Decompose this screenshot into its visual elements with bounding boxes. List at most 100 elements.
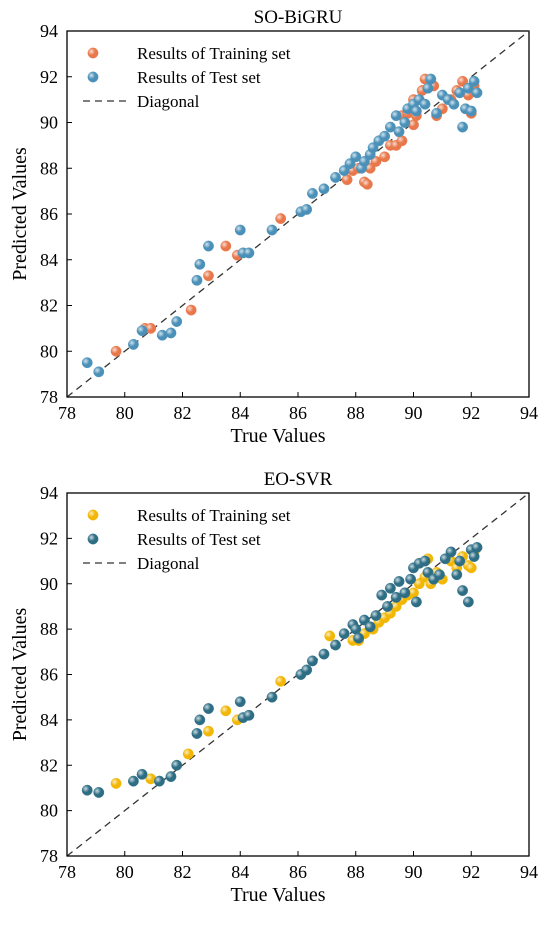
data-point [419, 555, 431, 567]
data-point [379, 151, 391, 163]
legend-marker [87, 509, 99, 521]
y-axis-label: Predicted Values [9, 147, 31, 281]
x-tick-label: 92 [462, 403, 480, 423]
y-tick-label: 92 [40, 67, 58, 87]
data-point [396, 135, 408, 147]
data-point [324, 630, 336, 642]
data-point [307, 188, 318, 199]
data-point [405, 573, 417, 585]
data-point [194, 258, 206, 270]
data-point [128, 775, 139, 787]
data-point [171, 316, 183, 327]
y-tick-label: 88 [40, 158, 58, 178]
y-axis-label: Predicted Values [9, 608, 31, 742]
legend-label: Diagonal [137, 92, 200, 111]
data-point [194, 714, 206, 726]
data-point [266, 224, 278, 236]
legend-label: Results of Training set [137, 506, 291, 525]
data-point [165, 771, 177, 782]
data-point [136, 325, 148, 337]
y-tick-label: 94 [40, 21, 58, 41]
y-tick-label: 90 [40, 113, 58, 133]
data-point [171, 759, 183, 771]
data-point [361, 178, 373, 190]
data-point [275, 675, 287, 687]
y-tick-label: 90 [40, 574, 58, 594]
series-test [81, 542, 483, 798]
data-point [220, 705, 232, 717]
data-point [376, 589, 388, 601]
data-point [370, 610, 382, 621]
data-point [431, 107, 442, 119]
data-point [462, 596, 474, 608]
x-tick-label: 90 [405, 862, 423, 882]
data-point [465, 105, 477, 117]
data-point [454, 87, 466, 99]
legend-label: Diagonal [137, 554, 200, 573]
data-point [182, 748, 194, 760]
data-point [451, 569, 463, 581]
x-tick-label: 80 [116, 862, 134, 882]
data-point [419, 98, 431, 110]
y-tick-label: 88 [40, 619, 58, 639]
x-tick-label: 92 [462, 862, 480, 882]
data-point [185, 304, 197, 316]
y-tick-label: 78 [40, 846, 58, 866]
data-point [350, 151, 362, 163]
x-tick-label: 82 [174, 403, 192, 423]
y-tick-label: 82 [40, 296, 58, 316]
data-point [318, 648, 330, 660]
x-tick-label: 88 [347, 862, 365, 882]
data-point [445, 546, 457, 558]
chart-title: EO-SVR [264, 469, 333, 490]
data-point [275, 213, 287, 224]
data-point [110, 345, 122, 357]
data-point [468, 75, 480, 87]
data-point [165, 327, 177, 339]
legend: Results of Training set Results of Test s… [83, 44, 291, 111]
data-point [153, 775, 165, 787]
data-point [422, 82, 434, 94]
legend: Results of Training set Results of Test s… [83, 506, 291, 573]
data-point [301, 664, 313, 676]
data-point [410, 105, 422, 117]
data-point [128, 338, 139, 350]
legend-marker [87, 71, 99, 83]
x-axis-label: True Values [230, 884, 325, 906]
data-point [203, 240, 214, 252]
y-tick-label: 84 [40, 710, 58, 730]
x-tick-label: 80 [116, 403, 134, 423]
chart-panel-2: EO-SVR 78 80 82 84 86 88 90 92 94 78 80 82 84 86 88 90 92… [9, 469, 538, 906]
data-point [330, 639, 341, 651]
legend-label: Results of Test set [137, 530, 261, 549]
data-point [390, 591, 402, 603]
x-tick-label: 88 [347, 403, 365, 423]
data-point [234, 224, 246, 236]
data-point [191, 274, 203, 286]
x-tick-label: 94 [520, 862, 538, 882]
data-point [425, 73, 437, 85]
data-point [81, 357, 93, 369]
data-point [393, 126, 405, 138]
x-axis-label: True Values [230, 425, 325, 447]
data-point [353, 632, 365, 644]
y-tick-label: 94 [40, 483, 58, 503]
data-point [384, 121, 396, 133]
data-point [399, 117, 411, 128]
data-point [390, 110, 402, 122]
y-tick-label: 86 [40, 204, 58, 224]
data-point [93, 787, 105, 798]
x-tick-label: 90 [405, 403, 423, 423]
data-point [266, 691, 278, 703]
data-point [203, 703, 214, 714]
x-tick-label: 84 [231, 403, 249, 423]
chart-title: SO-BiGRU [254, 7, 343, 28]
data-point [465, 562, 477, 574]
data-point [338, 628, 350, 640]
data-point [234, 696, 246, 708]
data-point [454, 555, 466, 567]
data-point [203, 725, 214, 737]
data-point [307, 655, 318, 667]
